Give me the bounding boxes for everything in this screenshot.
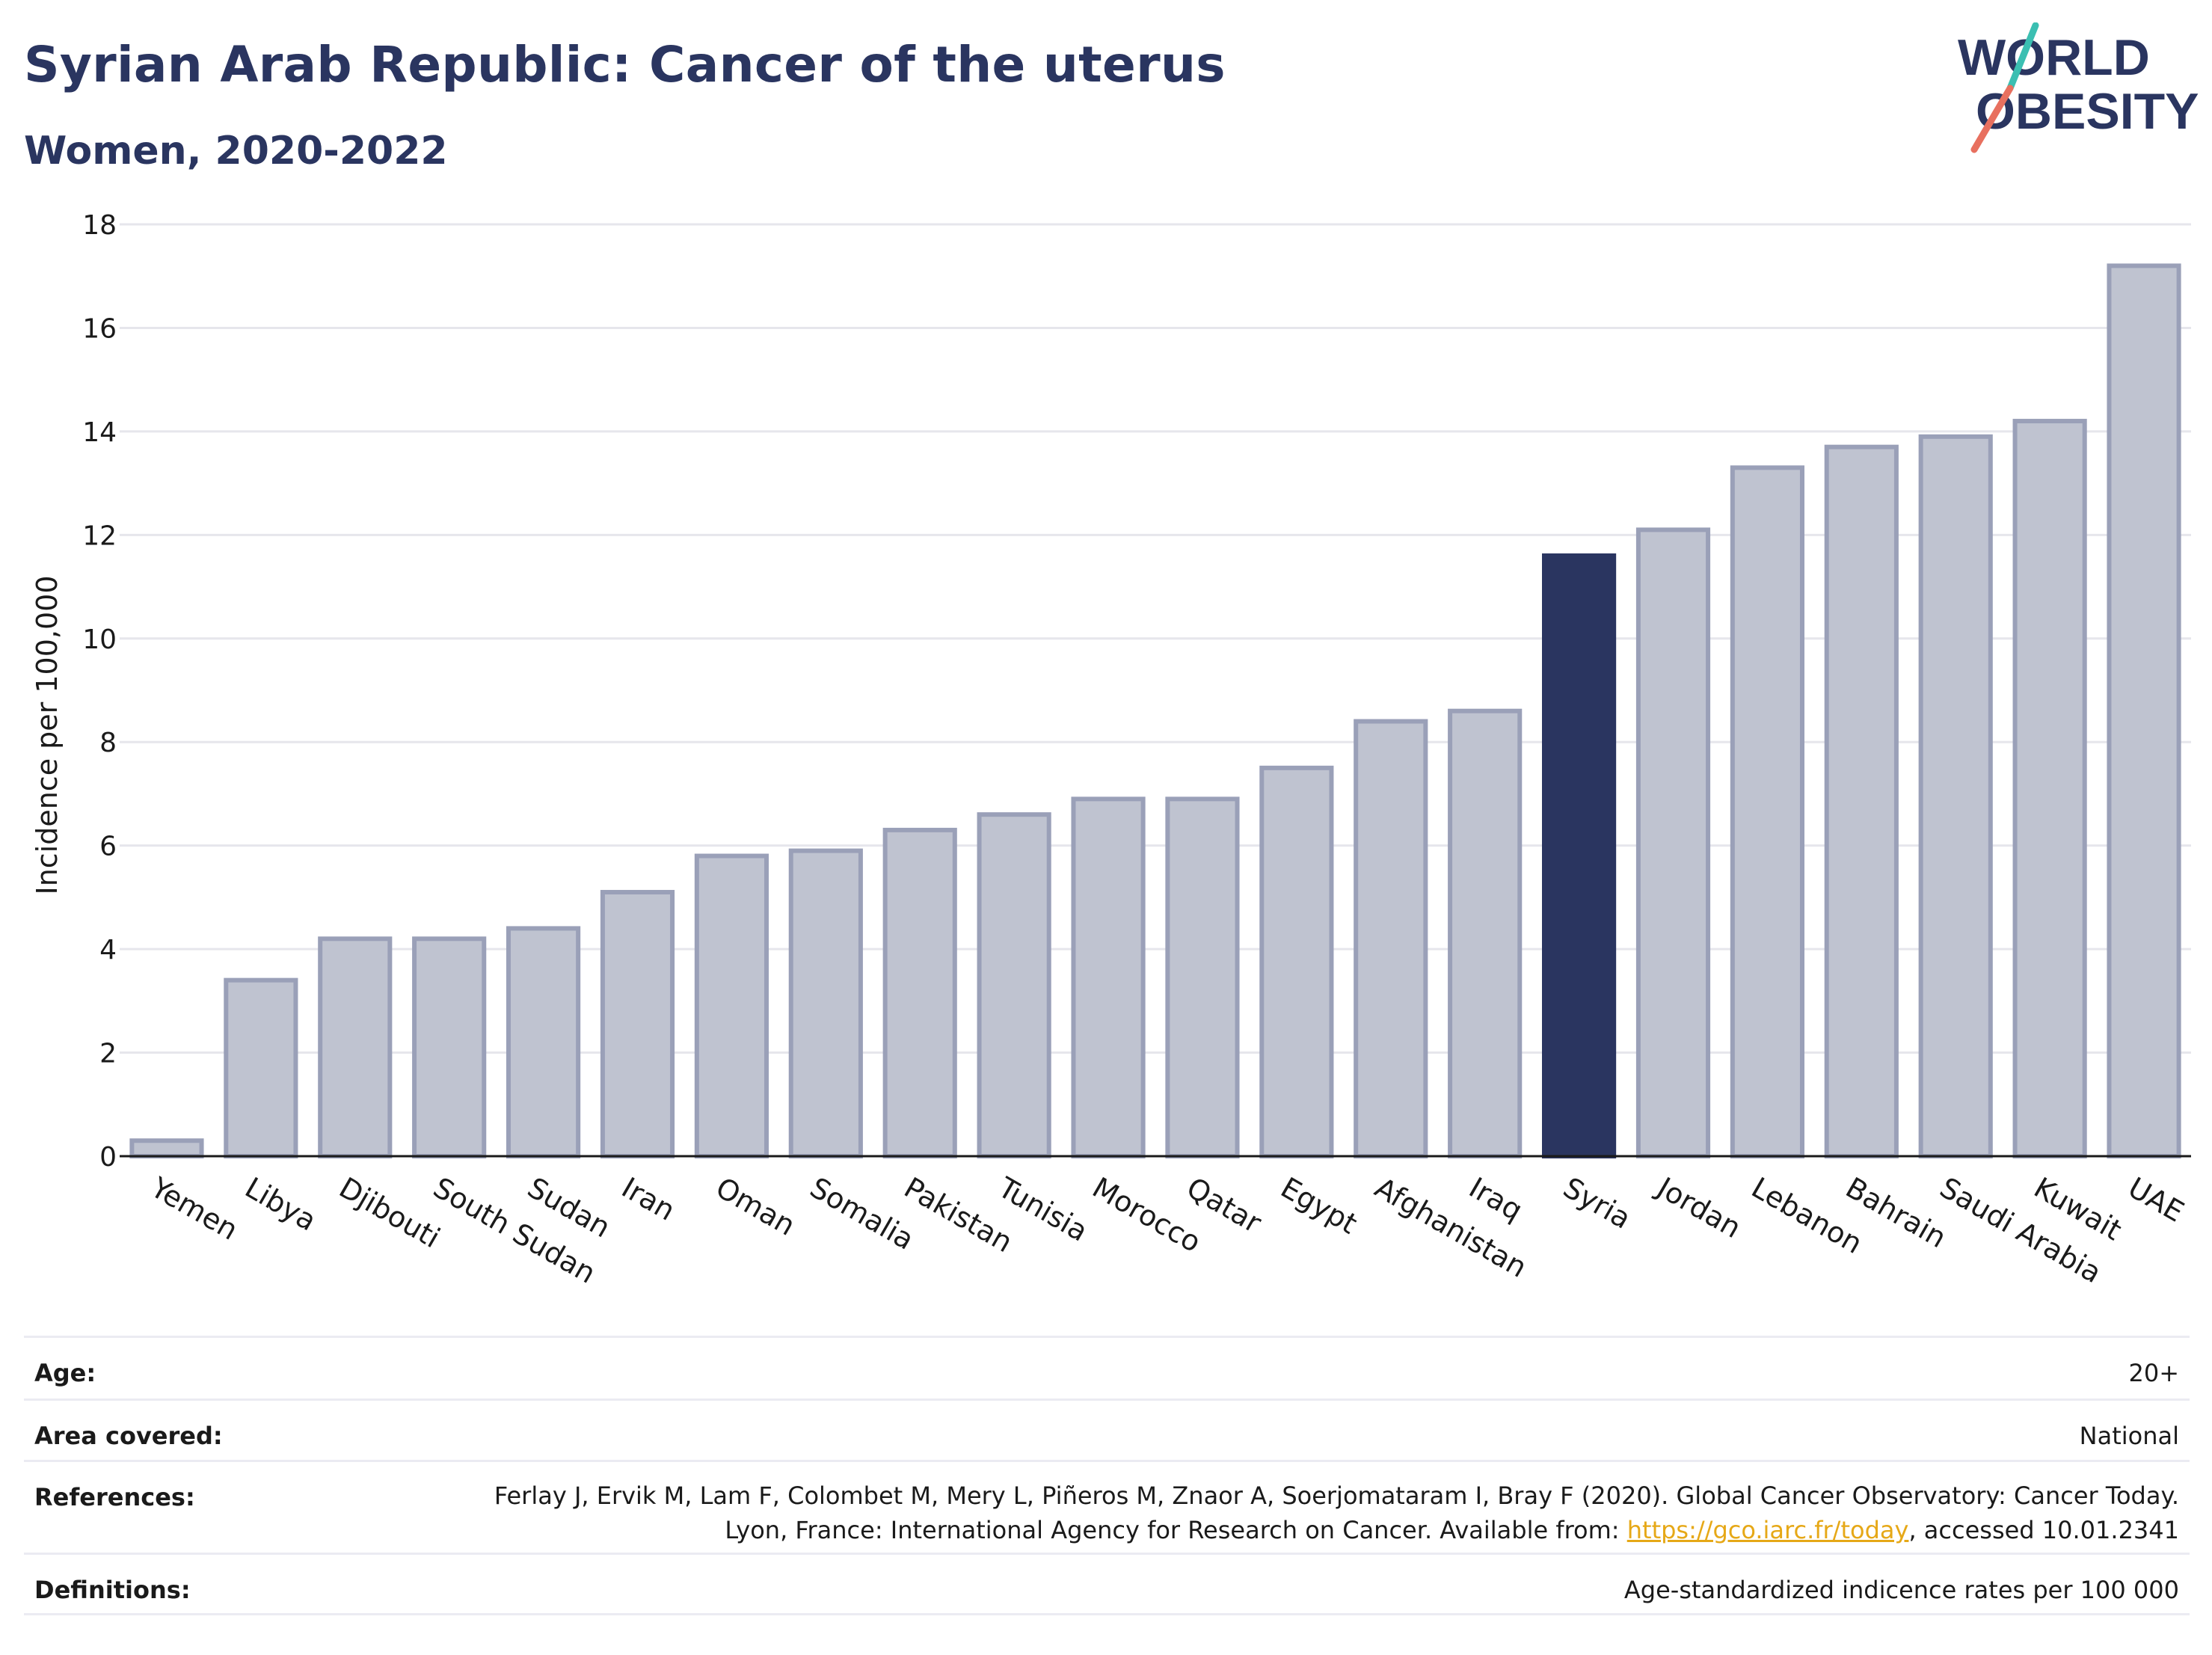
world-obesity-logo: WORLD OBESITY: [1958, 22, 2199, 153]
references-value: Ferlay J, Ervik M, Lam F, Colombet M, Me…: [489, 1479, 2179, 1547]
bar-jordan: [1635, 527, 1711, 1158]
y-tick-label: 2: [99, 1039, 117, 1069]
bar-sudan: [506, 926, 581, 1159]
y-tick-label: 18: [82, 210, 117, 241]
area-value: National: [2079, 1422, 2179, 1450]
x-tick-label: Pakistan: [899, 1171, 1019, 1259]
bar-lebanon: [1730, 465, 1804, 1158]
info-row-references: References: Ferlay J, Ervik M, Lam F, Co…: [24, 1460, 2190, 1553]
info-row-definitions: Definitions: Age-standardized indicence …: [24, 1553, 2190, 1615]
definitions-label: Definitions:: [34, 1576, 191, 1604]
x-tick-label: Somalia: [805, 1171, 920, 1256]
bar-oman: [694, 853, 769, 1158]
x-tick-label: Egypt: [1275, 1171, 1362, 1241]
x-tick-label: UAE: [2123, 1171, 2190, 1229]
age-value: 20+: [2128, 1359, 2179, 1387]
bar-bahrain: [1824, 444, 1899, 1158]
x-tick-label: Djibouti: [334, 1171, 446, 1255]
references-link[interactable]: https://gco.iarc.fr/today: [1626, 1516, 1909, 1544]
bars: [129, 263, 2181, 1159]
info-table: Age: 20+ Area covered: National Referenc…: [24, 1336, 2190, 1615]
references-text-end: , accessed 10.01.2341: [1908, 1516, 2179, 1544]
y-tick-label: 6: [99, 832, 117, 862]
x-tick-label: Oman: [710, 1171, 801, 1242]
bar-iraq: [1448, 708, 1523, 1158]
logo-word-world: WORLD: [1958, 29, 2150, 86]
references-text: Ferlay J, Ervik M, Lam F, Colombet M, Me…: [494, 1481, 2179, 1544]
y-tick-label: 12: [82, 521, 117, 551]
x-tick-label: Syria: [1558, 1171, 1636, 1235]
x-tick-label: Morocco: [1087, 1171, 1207, 1259]
x-tick-label: Jordan: [1650, 1170, 1746, 1245]
y-tick-label: 10: [82, 624, 117, 655]
x-tick-label: Libya: [239, 1171, 322, 1238]
logo-slash-red: [1970, 85, 2014, 153]
bar-egypt: [1259, 765, 1334, 1159]
bar-saudi-arabia: [1918, 434, 1993, 1158]
chart-subtitle: Women, 2020-2022: [24, 129, 448, 174]
y-tick-label: 8: [99, 728, 117, 758]
chart-title: Syrian Arab Republic: Cancer of the uter…: [24, 36, 1226, 93]
bar-libya: [224, 977, 298, 1158]
bar-iran: [600, 889, 675, 1158]
y-tick-label: 16: [82, 313, 117, 344]
bar-yemen: [129, 1138, 204, 1158]
x-tick-label: South Sudan: [428, 1171, 601, 1290]
area-label: Area covered:: [34, 1422, 223, 1450]
bar-tunisia: [977, 812, 1051, 1158]
x-tick-label: Yemen: [145, 1170, 244, 1247]
bar-djibouti: [318, 936, 393, 1159]
x-tick-label: Saudi Arabia: [1935, 1171, 2107, 1290]
y-tick-label: 14: [82, 417, 117, 448]
bar-pakistan: [882, 827, 957, 1159]
x-tick-label: Iraq: [1463, 1171, 1528, 1227]
y-tick-label: 0: [99, 1142, 117, 1173]
logo-slash-teal: [2006, 22, 2039, 92]
y-tick-label: 4: [99, 935, 117, 965]
bar-afghanistan: [1354, 719, 1428, 1158]
bar-kuwait: [2012, 419, 2087, 1158]
definitions-value: Age-standardized indicence rates per 100…: [1623, 1576, 2179, 1604]
y-axis-label: Incidence per 100,000: [31, 575, 64, 894]
info-row-age: Age: 20+: [24, 1336, 2190, 1398]
bar-uae: [2107, 263, 2181, 1158]
age-label: Age:: [34, 1359, 96, 1387]
info-row-area: Area covered: National: [24, 1398, 2190, 1460]
bar-somalia: [788, 848, 863, 1158]
logo-word-obesity: OBESITY: [1976, 83, 2199, 140]
bar-morocco: [1071, 796, 1146, 1159]
y-tick-labels: 0 2 4 6 8 10 12 14 16 18: [82, 210, 117, 1173]
bar-south-sudan: [412, 936, 487, 1159]
bar-qatar: [1165, 796, 1240, 1159]
references-label: References:: [34, 1483, 195, 1511]
bar-syria: [1542, 553, 1617, 1158]
x-tick-label: Iran: [616, 1171, 681, 1227]
